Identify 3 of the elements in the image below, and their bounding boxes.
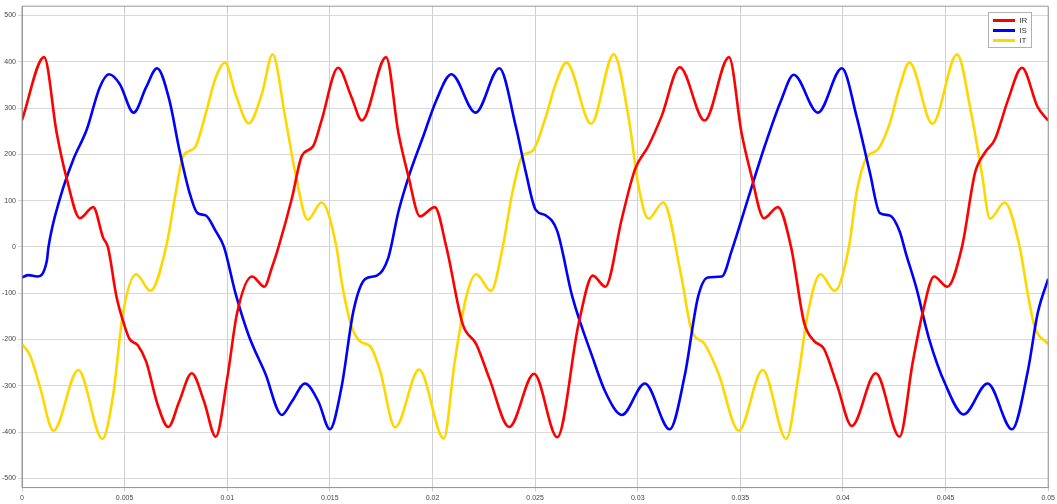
legend-label: IR — [1019, 15, 1028, 25]
legend-label: IS — [1019, 25, 1027, 35]
legend-label: IT — [1019, 35, 1027, 45]
